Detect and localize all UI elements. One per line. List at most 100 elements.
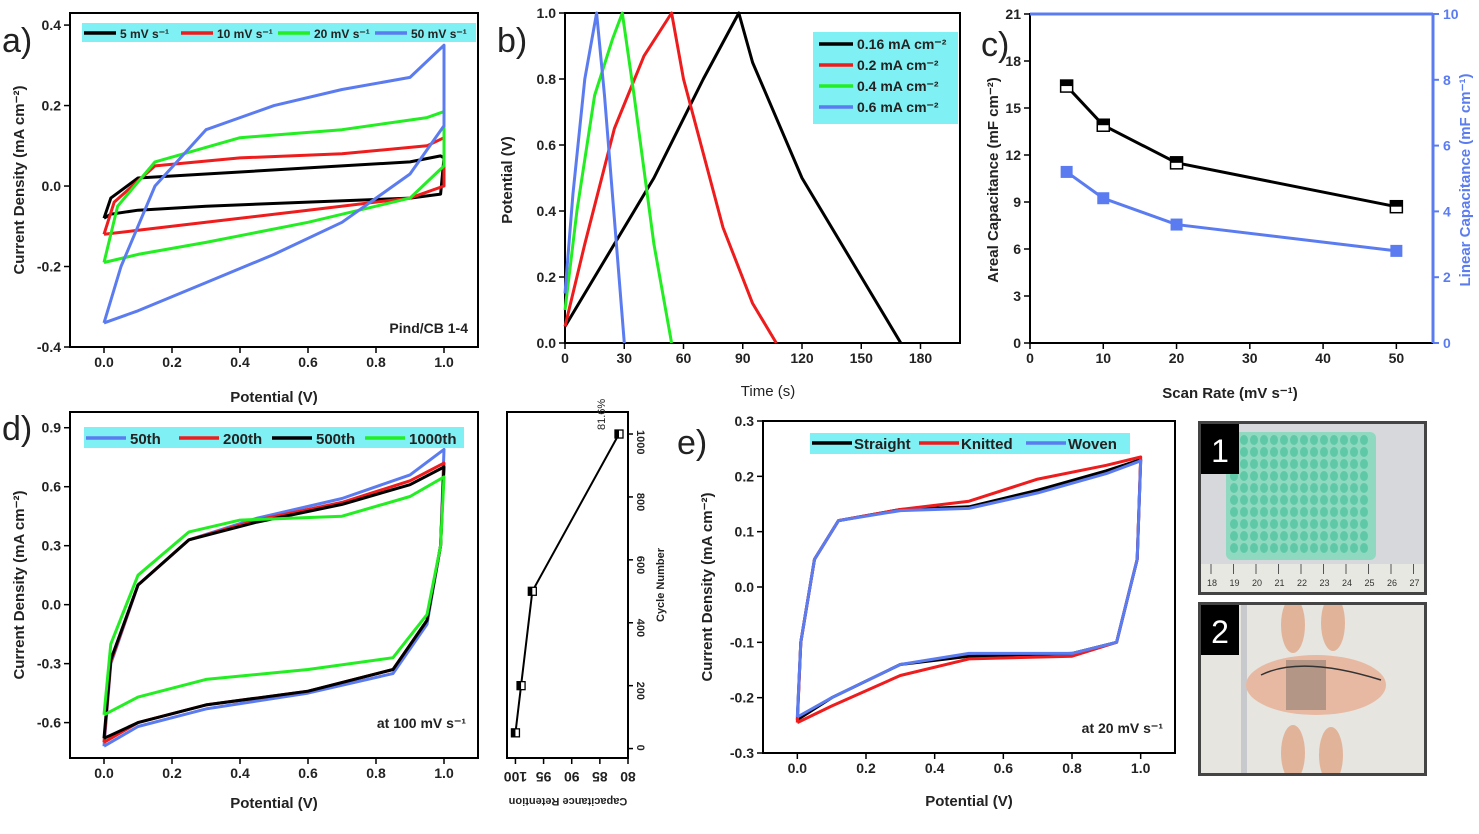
legend-box (810, 433, 1130, 454)
y2-tick-label: 4 (1443, 203, 1451, 219)
knit-stitch (1340, 435, 1348, 445)
y-tick-label: 3 (1013, 288, 1021, 304)
x-tick-label: 90 (564, 769, 580, 785)
annotation: at 20 mV s⁻¹ (1082, 720, 1164, 736)
x-tick-label: 0.6 (298, 765, 318, 781)
y-tick-label: 0 (1013, 335, 1021, 351)
legend-label: 20 mV s⁻¹ (314, 27, 370, 41)
x-tick-label: 40 (1315, 350, 1331, 366)
x-tick-label: 0.6 (298, 354, 318, 370)
x-tick-label: 180 (909, 350, 933, 366)
ruler-number: 22 (1297, 578, 1307, 588)
x-tick-label: 0.0 (94, 354, 114, 370)
woven-fabric-illustration: 2 (1201, 605, 1424, 773)
knit-stitch (1330, 507, 1338, 517)
knit-stitch (1310, 507, 1318, 517)
knit-stitch (1360, 543, 1368, 553)
knit-stitch (1280, 435, 1288, 445)
x-tick-label: 0.0 (94, 765, 114, 781)
x-axis-label: Capacitance Retention (508, 795, 627, 807)
knit-stitch (1320, 459, 1328, 469)
y-tick-label: 0.0 (42, 597, 62, 613)
knit-stitch (1230, 543, 1238, 553)
data-point (1390, 244, 1403, 257)
knit-stitch (1260, 495, 1268, 505)
gcd-curve (563, 11, 674, 344)
knit-stitch (1330, 531, 1338, 541)
data-point (1097, 192, 1110, 205)
knit-stitch (1360, 447, 1368, 457)
y-tick-label: 0.0 (537, 335, 557, 351)
y-axis-label: Potential (V) (499, 136, 516, 224)
knit-stitch (1310, 447, 1318, 457)
panel-d: 0.0 0.2 0.4 0.6 0.8 1.0 -0.6 -0.3 0.0 0.3 0.6 0.9 50… (2, 410, 479, 812)
y2-tick-label: 10 (1443, 6, 1459, 22)
panel-a: 0.0 0.2 0.4 0.6 0.8 1.0 -0.4 -0.2 0.0 0.2 0.4 5 mV … (2, 12, 479, 406)
x-tick-label: 0.4 (925, 760, 945, 776)
plot-frame (1029, 13, 1434, 344)
knit-stitch (1340, 447, 1348, 457)
x-tick-label: 80 (620, 769, 636, 785)
plot-frame (69, 12, 479, 348)
knit-stitch (1230, 531, 1238, 541)
knit-stitch (1300, 447, 1308, 457)
legend-label: Straight (854, 436, 911, 453)
knit-stitch (1350, 447, 1358, 457)
legend-label: 200th (223, 431, 262, 448)
knit-stitch (1280, 471, 1288, 481)
x-tick-label: 0.8 (1062, 760, 1082, 776)
y-tick-label: 0.3 (42, 538, 62, 554)
y-tick-label: 0.4 (537, 203, 557, 219)
knit-stitch (1270, 471, 1278, 481)
knit-stitch (1270, 447, 1278, 457)
ruler-number: 18 (1207, 578, 1217, 588)
knit-stitch (1320, 531, 1328, 541)
knit-stitch (1250, 531, 1258, 541)
knit-stitch (1340, 495, 1348, 505)
knit-stitch (1320, 507, 1328, 517)
y-tick-label: 0.2 (537, 269, 557, 285)
annotation: Pind/CB 1-4 (389, 320, 468, 336)
x-tick-label: 60 (676, 350, 692, 366)
y-tick-label: 0.2 (42, 98, 62, 114)
x-tick-label: 0.4 (230, 354, 250, 370)
knit-stitch (1350, 519, 1358, 529)
x-tick-label: 90 (735, 350, 751, 366)
knit-stitch (1310, 471, 1318, 481)
knit-stitch (1350, 543, 1358, 553)
x-tick-label: 150 (850, 350, 874, 366)
knit-stitch (1260, 471, 1268, 481)
knit-stitch (1360, 435, 1368, 445)
data-point-fill (517, 681, 522, 690)
y-tick-label: -0.6 (37, 715, 61, 731)
knit-stitch (1250, 507, 1258, 517)
knit-stitch (1250, 543, 1258, 553)
ruler-number: 25 (1365, 578, 1375, 588)
y-axis-label: Cycle Number (655, 547, 667, 622)
x-tick-label: 0.0 (788, 760, 808, 776)
y-tick-label: 200 (634, 682, 646, 700)
knit-stitch (1260, 435, 1268, 445)
knit-stitch (1350, 459, 1358, 469)
knit-stitch (1290, 459, 1298, 469)
series-line (1065, 85, 1397, 209)
y-tick-label: 0.4 (42, 17, 62, 33)
knit-stitch (1300, 435, 1308, 445)
legend-label: 0.6 mA cm⁻² (857, 99, 939, 115)
knit-stitch (1350, 483, 1358, 493)
knit-stitch (1330, 459, 1338, 469)
y-tick-label: -0.2 (37, 259, 61, 275)
knit-stitch (1270, 495, 1278, 505)
y2-tick-label: 6 (1443, 138, 1451, 154)
knit-stitch (1320, 519, 1328, 529)
data-point (1170, 218, 1183, 231)
knit-stitch (1290, 435, 1298, 445)
legend-label: 500th (316, 431, 355, 448)
legend-label: Knitted (961, 436, 1013, 453)
y-tick-label: 0.0 (735, 579, 755, 595)
ruler-number: 26 (1387, 578, 1397, 588)
knit-stitch (1330, 435, 1338, 445)
knit-stitch (1250, 435, 1258, 445)
knit-stitch (1330, 471, 1338, 481)
knit-stitch (1270, 519, 1278, 529)
